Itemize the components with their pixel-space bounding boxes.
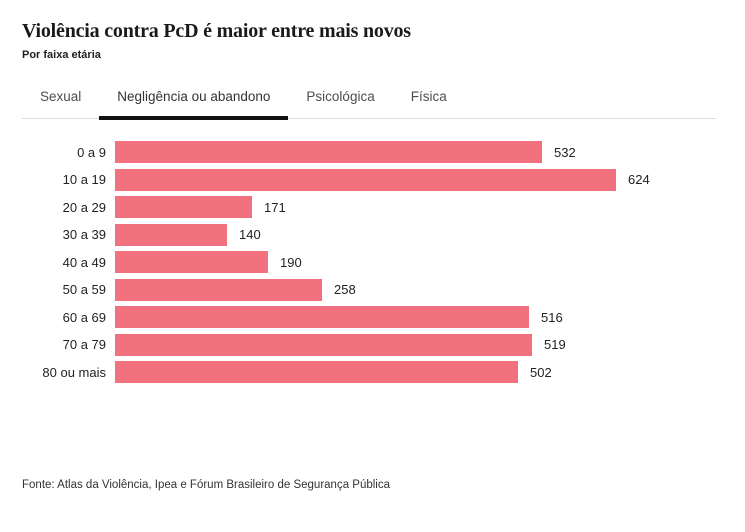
value-label: 502 [530, 364, 552, 380]
bar[interactable] [115, 168, 616, 191]
bar-track: 502 [115, 361, 716, 383]
value-label: 171 [264, 199, 286, 215]
bar-row: 70 a 79 519 [22, 333, 716, 356]
value-label: 519 [544, 337, 566, 352]
category-label: 70 a 79 [62, 337, 106, 352]
value-label: 532 [554, 144, 576, 160]
bar-chart: 0 a 9 532 10 a 19 624 20 a 29 171 30 a 39 140 40… [22, 141, 716, 383]
bar[interactable] [115, 141, 542, 163]
value-label: 516 [541, 309, 563, 325]
bar-track: 258 [115, 278, 716, 301]
bar[interactable] [115, 223, 227, 246]
bar-row: 20 a 29 171 [22, 196, 716, 218]
category-label: 20 a 29 [62, 199, 106, 215]
bar-row: 40 a 49 190 [22, 251, 716, 273]
bar-row: 60 a 69 516 [22, 306, 716, 328]
value-label: 190 [280, 254, 302, 270]
bar-track: 532 [115, 141, 716, 163]
category-label: 80 ou mais [42, 364, 106, 380]
bar-row: 50 a 59 258 [22, 278, 716, 301]
bar[interactable] [115, 361, 518, 383]
bar-row: 30 a 39 140 [22, 223, 716, 246]
tab-psicológica[interactable]: Psicológica [306, 89, 375, 104]
category-tabs: Sexual Negligência ou abandono Psicológica… [22, 79, 716, 120]
bar-track: 171 [115, 196, 716, 218]
bar-track: 519 [115, 333, 716, 356]
bar-row: 0 a 9 532 [22, 141, 716, 163]
bar-track: 190 [115, 251, 716, 273]
category-label: 10 a 19 [62, 172, 106, 187]
tab-negligência-ou-abandono[interactable]: Negligência ou abandono [99, 79, 289, 120]
bar[interactable] [115, 278, 322, 301]
bar-row: 80 ou mais 502 [22, 361, 716, 383]
value-label: 624 [628, 172, 650, 187]
bar-row: 10 a 19 624 [22, 168, 716, 191]
value-label: 140 [239, 227, 261, 242]
source-note: Fonte: Atlas da Violência, Ipea e Fórum … [22, 479, 390, 491]
category-label: 50 a 59 [62, 282, 106, 297]
bar-track: 516 [115, 306, 716, 328]
bar[interactable] [115, 196, 252, 218]
bar[interactable] [115, 333, 532, 356]
bar[interactable] [115, 251, 268, 273]
bar-track: 140 [115, 223, 716, 246]
tab-física[interactable]: Física [410, 89, 447, 104]
bar-track: 624 [115, 168, 716, 191]
tab-sexual[interactable]: Sexual [40, 89, 82, 104]
bar[interactable] [115, 306, 529, 328]
category-label: 40 a 49 [62, 254, 106, 270]
category-label: 30 a 39 [62, 227, 106, 242]
category-label: 0 a 9 [77, 144, 106, 160]
value-label: 258 [334, 282, 356, 297]
chart-subtitle: Por faixa etária [22, 49, 101, 61]
page-title: Violência contra PcD é maior entre mais … [22, 20, 411, 42]
category-label: 60 a 69 [62, 309, 106, 325]
